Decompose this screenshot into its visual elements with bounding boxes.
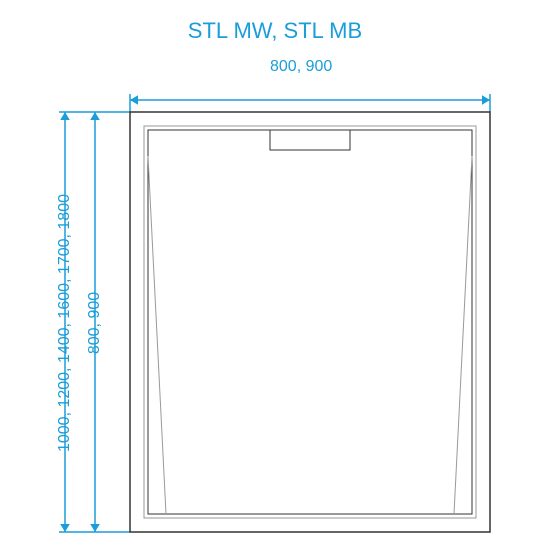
technical-drawing: [0, 0, 550, 550]
